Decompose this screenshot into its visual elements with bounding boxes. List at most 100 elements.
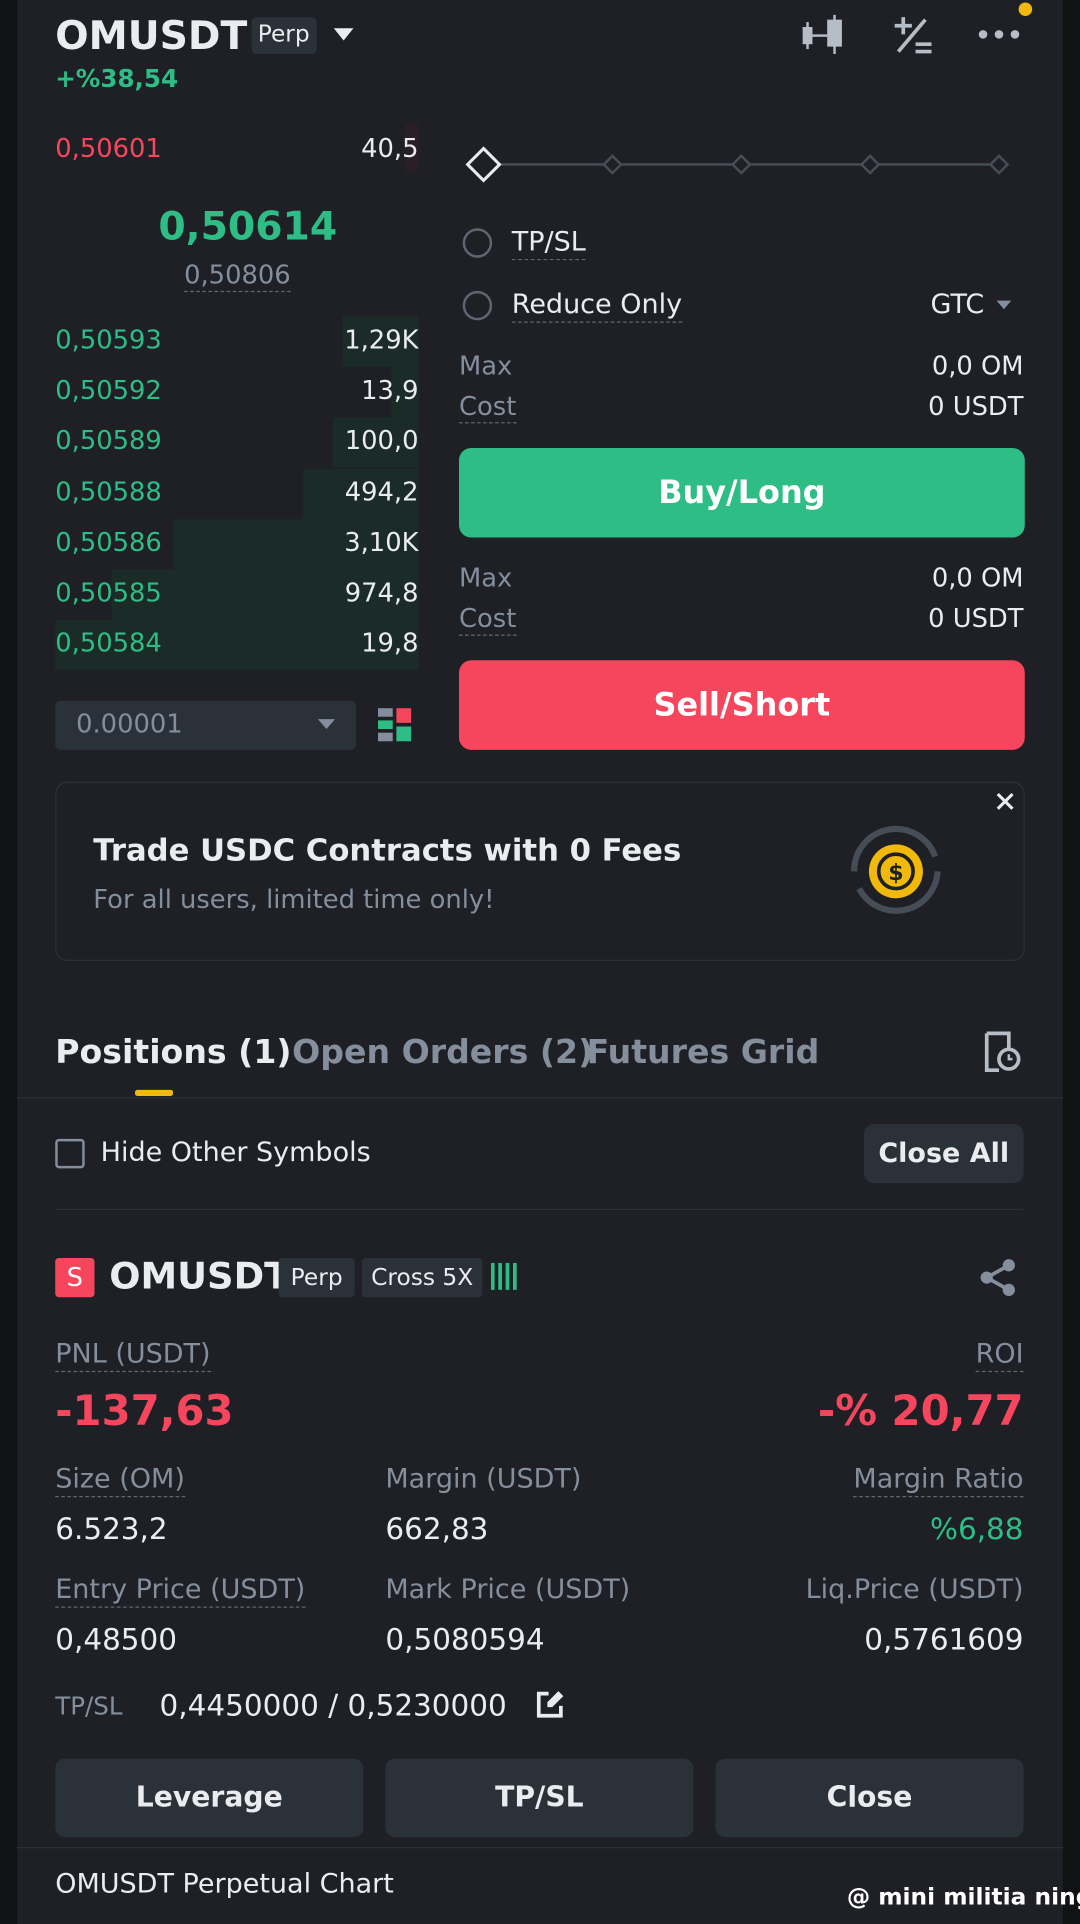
pnl-label[interactable]: PNL (USDT) [55,1341,211,1373]
badge: Perp [257,20,310,48]
bid-qty: 13,9 [361,375,419,406]
footer-title[interactable]: OMUSDT Perpetual Chart [55,1869,394,1900]
bid-depth [342,316,419,367]
ask-price[interactable]: 0,50601 [55,133,162,164]
field-label[interactable]: Size (OM) [55,1466,185,1498]
radio[interactable] [461,290,495,324]
divider [55,1208,1024,1211]
field-value: 0,5761609 [864,1622,1024,1657]
tab[interactable]: Open Orders (2) [292,1033,594,1072]
bid-qty: 494,2 [344,476,419,507]
margin-mode[interactable]: Cross 5X [362,1257,483,1298]
bid-depth [55,620,419,671]
max-label: Max [458,350,513,381]
banner-title: Trade USDC Contracts with 0 Fees [93,832,682,868]
action-button[interactable]: TP/SL [385,1758,694,1838]
leverage-slider[interactable] [461,142,1013,186]
mark-price[interactable]: 0,50806 [184,262,291,293]
banner[interactable] [55,781,1025,961]
field-label: Liq.Price (USDT) [805,1574,1024,1606]
roi-label[interactable]: ROI [975,1341,1024,1373]
history-icon[interactable] [982,1031,1021,1073]
buy-button[interactable]: Buy/Long [458,447,1025,538]
tab-indicator [134,1089,174,1096]
field-label[interactable]: Entry Price (USDT) [55,1576,306,1608]
max-label: Max [458,563,513,593]
max-value: 0,0 OM [931,350,1024,381]
bid-price[interactable]: 0,50592 [55,375,162,406]
divider [17,1097,1063,1099]
action-button[interactable]: Leverage [55,1758,364,1838]
filter-label[interactable]: Hide Other Symbols [100,1137,371,1169]
notify-dot [1018,2,1033,16]
panel [17,0,1063,1924]
tick-dropdown [317,719,336,729]
field-value: 0,5080594 [385,1622,545,1657]
tick-box[interactable] [55,700,356,750]
tab[interactable]: Futures Grid [586,1033,820,1072]
bid-depth [303,468,419,519]
edit-icon[interactable] [535,1690,564,1719]
share-icon[interactable] [979,1258,1018,1297]
bid-depth [391,367,419,418]
field-label: Mark Price (USDT) [385,1574,631,1606]
calc-icon[interactable] [891,15,935,57]
option[interactable]: Reduce Only [511,291,683,323]
tif-dropdown [996,300,1012,310]
bid-qty: 3,10K [344,527,419,557]
bid-depth [173,518,419,570]
bid-qty: 100,0 [344,426,419,456]
field-label[interactable]: Margin Ratio [853,1466,1024,1498]
roi: -% 20,77 [817,1386,1024,1436]
sell-button[interactable]: Sell/Short [458,660,1025,750]
svg-text:$: $ [888,860,903,886]
tpsl-value: 0,4450000 / 0,5230000 [159,1688,507,1724]
time-in-force[interactable]: GTC [930,289,985,321]
banner-subtitle: For all users, limited time only! [93,884,495,915]
bid-price[interactable]: 0,50584 [55,628,162,659]
last-price: 0,50614 [158,202,338,250]
watermark: @ mini militia ning [846,1883,1080,1911]
change: +%38,54 [55,63,179,94]
action-button[interactable]: Close [715,1758,1024,1838]
symbol[interactable]: OMUSDT [55,12,248,59]
bid-qty: 1,29K [344,325,419,355]
bid-price[interactable]: 0,50586 [55,527,162,557]
field-value: 6.523,2 [55,1511,168,1547]
dropdown-icon[interactable] [331,25,356,45]
chart-icon[interactable] [798,14,850,57]
more-icon[interactable] [977,25,1021,45]
bid-depth [332,417,419,469]
radio[interactable] [461,227,495,261]
tpsl-label: TP/SL [55,1691,123,1721]
cost-label: Cost [458,606,517,636]
option[interactable]: TP/SL [511,229,586,261]
cost-value: 0 USDT [928,603,1024,634]
bid-price[interactable]: 0,50593 [55,325,162,355]
adl-icon [490,1262,517,1290]
close-all[interactable]: Close All [863,1124,1024,1184]
pnl: -137,63 [55,1386,234,1436]
layout-icon[interactable] [377,708,412,742]
checkbox[interactable] [55,1138,85,1169]
side-badge: S [55,1257,95,1298]
bid-price[interactable]: 0,50585 [55,578,162,608]
cost-label: Cost [458,393,517,424]
banner-close[interactable] [994,790,1016,812]
position-badge: Perp [278,1257,355,1298]
bid-price[interactable]: 0,50589 [55,426,162,456]
coin-icon: $ [851,825,941,914]
max-value: 0,0 OM [931,563,1024,593]
badge-bg [251,17,317,54]
tab[interactable]: Positions (1) [55,1033,292,1072]
tick-size: 0.00001 [76,709,183,739]
bid-price[interactable]: 0,50588 [55,476,162,507]
bid-qty: 974,8 [344,578,419,608]
bid-qty: 19,8 [361,628,419,659]
ask-depth [404,123,419,172]
field-value: 0,48500 [55,1622,178,1657]
field-label: Margin (USDT) [385,1464,582,1495]
bid-depth [111,569,419,620]
divider [17,1847,1063,1849]
